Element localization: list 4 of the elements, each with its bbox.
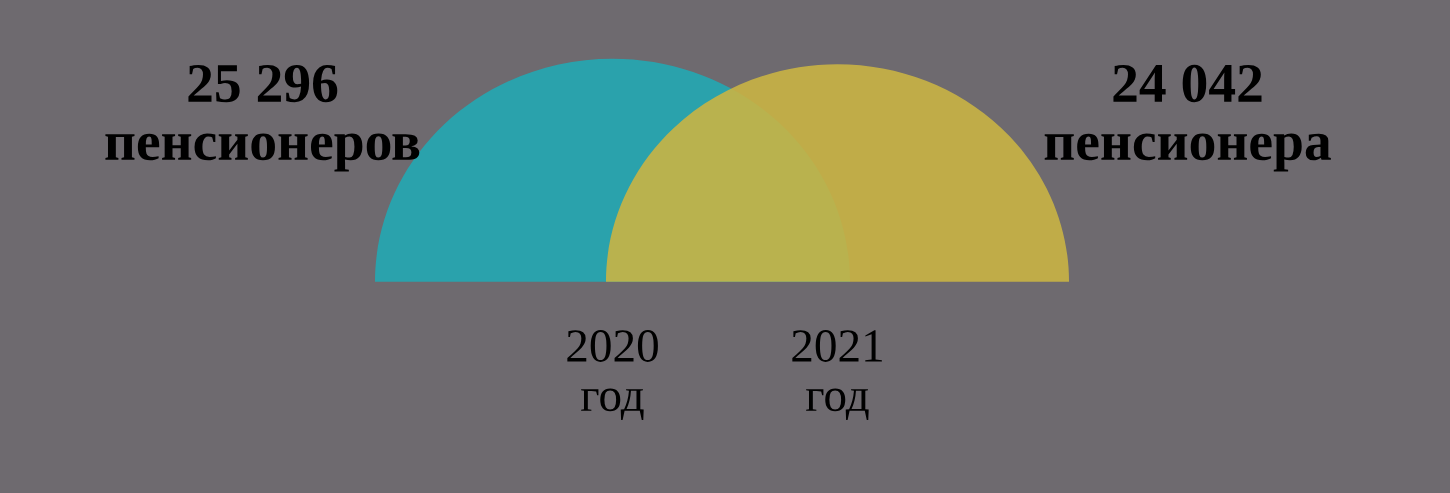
data-label: 24 042 пенсионера (1044, 64, 1331, 172)
category-label: 2020 год (567, 330, 658, 420)
data-label: 25 296 пенсионеров (105, 64, 420, 172)
category-label: 2021 год (792, 330, 882, 420)
